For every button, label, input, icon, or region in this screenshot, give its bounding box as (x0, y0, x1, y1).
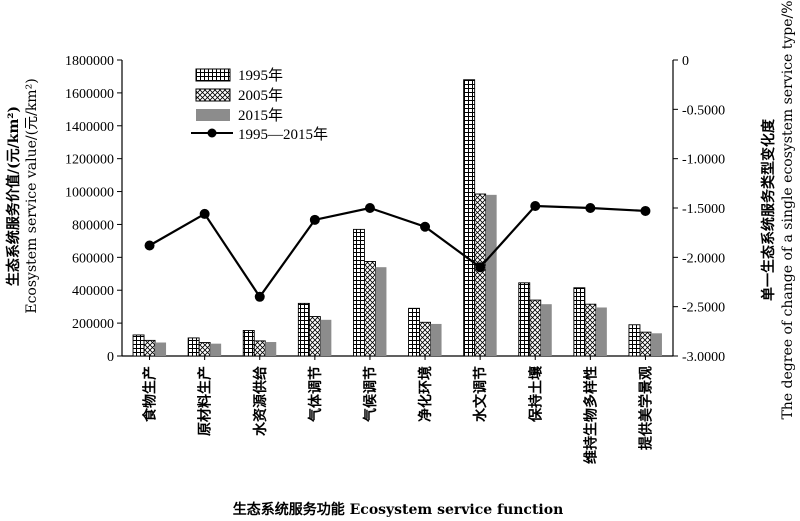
change-point-4 (364, 203, 375, 213)
change-point-1 (199, 208, 210, 219)
right-axis-title-en: The degree of change of a single ecosyst… (780, 0, 796, 419)
legend-swatch-2015 (196, 109, 230, 121)
change-point-3 (309, 214, 320, 225)
bar-2015-3 (320, 319, 332, 356)
change-point-9 (640, 205, 651, 216)
category-label-8: 维持生物多样性 (582, 366, 599, 464)
left-y-ticks: 0 200000 400000 600000 800000 1000000 1200000 1… (65, 54, 122, 365)
bar-2005-4 (364, 260, 376, 357)
bar-2005-5 (419, 321, 431, 357)
bar-series (132, 79, 662, 360)
bar-2005-1 (198, 342, 211, 357)
bar-2015-2 (265, 342, 277, 356)
category-label-0: 食物生产 (142, 366, 159, 422)
right-y-ticks: 0 -0.5000 -1.0000 -1.5000 -2.0000 -2.5000 -3.0… (673, 54, 725, 365)
bar-2005-9 (639, 331, 652, 357)
bar-2015-8 (595, 307, 607, 356)
bar-2005-7 (529, 299, 542, 357)
right-tick-label: -1.5000 (682, 202, 725, 217)
right-tick-label: -0.5000 (682, 103, 725, 118)
left-tick-label: 800000 (72, 218, 114, 233)
category-label-3: 气体调节 (307, 366, 324, 423)
bar-2015-9 (650, 333, 662, 356)
bar-1995-9 (628, 324, 641, 357)
bar-1995-5 (408, 307, 420, 357)
left-tick-label: 200000 (72, 317, 114, 332)
x-axis-title: 生态系统服务功能 Ecosystem service function (233, 501, 564, 518)
left-tick-label: 1800000 (65, 54, 114, 69)
right-tick-label: 0 (682, 54, 689, 69)
legend-swatch-2005 (195, 88, 231, 102)
change-point-6 (475, 262, 486, 273)
right-tick-label: -1.0000 (682, 153, 725, 168)
bar-2005-3 (308, 316, 321, 357)
bar-2015-7 (540, 304, 552, 356)
bar-1995-6 (463, 79, 476, 357)
bar-1995-8 (573, 287, 586, 357)
left-axis-title-en: Ecosystem service value/(元/km²) (24, 78, 40, 313)
right-axis-title-cn: 单一生态系统服务类型变化度 (760, 118, 777, 301)
legend-line-marker (207, 128, 217, 138)
bar-1995-4 (353, 228, 365, 357)
left-tick-label: 1600000 (65, 87, 114, 102)
bar-1995-2 (242, 330, 255, 357)
category-label-6: 水文调节 (472, 366, 489, 422)
left-tick-label: 400000 (72, 284, 114, 299)
right-tick-label: -3.0000 (682, 350, 725, 365)
right-tick-label: -2.5000 (682, 301, 725, 316)
left-tick-label: 1200000 (65, 153, 114, 168)
left-tick-label: 1000000 (65, 186, 114, 201)
category-label-4: 气候调节 (362, 366, 379, 423)
line-series (144, 201, 651, 302)
bar-1995-1 (187, 337, 200, 357)
change-point-2 (254, 291, 265, 302)
category-labels: 食物生产 原材料生产 水资源供给 气体调节 气候调节 净化环境 水文调节 保持土壤 维持生物多样… (142, 365, 655, 464)
bar-2005-2 (253, 340, 266, 357)
legend-label-change: 1995—2015年 (238, 126, 328, 143)
left-tick-label: 0 (107, 350, 114, 365)
bar-2015-4 (375, 267, 387, 356)
bar-2005-6 (474, 193, 487, 357)
legend-label-1995: 1995年 (238, 67, 283, 84)
category-label-9: 提供美学景观 (637, 366, 654, 450)
bar-2015-6 (485, 194, 497, 356)
category-label-2: 水资源供给 (252, 366, 269, 436)
category-label-7: 保持土壤 (527, 365, 544, 423)
legend-label-2005: 2005年 (238, 87, 283, 104)
category-label-1: 原材料生产 (197, 366, 214, 436)
bar-2005-8 (584, 303, 597, 357)
left-axis-title-cn: 生态系统服务价值/(元/km²) (5, 106, 22, 286)
change-point-0 (144, 240, 155, 251)
legend-swatch-1995 (195, 68, 231, 82)
bar-2005-0 (143, 339, 156, 357)
bar-1995-7 (518, 282, 531, 357)
change-line (149, 204, 646, 299)
left-tick-label: 600000 (72, 251, 114, 266)
legend: 1995年 2005年 2015年 1995—2015年 (191, 67, 328, 143)
bar-2015-5 (430, 323, 442, 356)
change-point-7 (530, 201, 541, 212)
change-point-5 (420, 221, 431, 232)
bar-1995-3 (297, 302, 310, 357)
bar-2015-0 (155, 342, 167, 356)
change-point-8 (585, 203, 596, 213)
left-tick-label: 1400000 (65, 120, 114, 135)
category-label-5: 净化环境 (417, 366, 434, 422)
right-tick-label: -2.0000 (682, 251, 725, 266)
legend-label-2015: 2015年 (238, 107, 283, 124)
bar-2015-1 (210, 343, 222, 356)
bar-1995-0 (132, 334, 145, 357)
